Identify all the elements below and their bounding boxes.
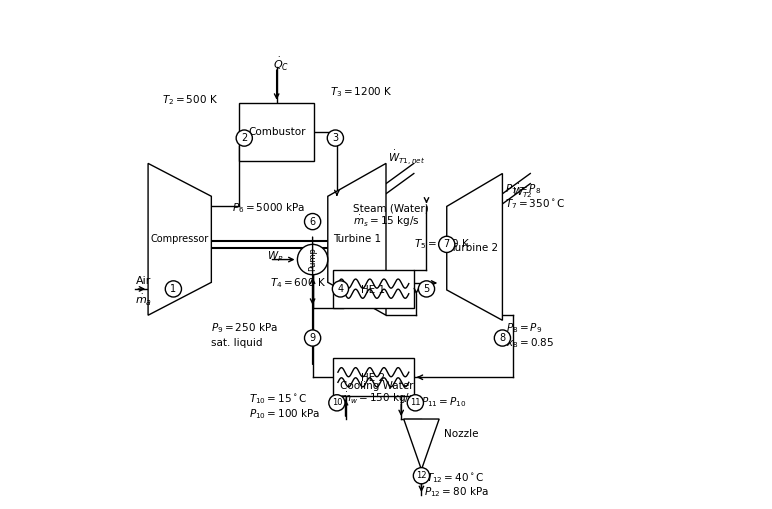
Circle shape [327, 130, 344, 146]
Circle shape [418, 281, 435, 297]
Text: $\dot{m}_w=150$ kg/s: $\dot{m}_w=150$ kg/s [340, 391, 416, 406]
Circle shape [236, 130, 252, 146]
Text: 5: 5 [423, 284, 430, 294]
Text: $\dot{W}_{T1,net}$: $\dot{W}_{T1,net}$ [388, 149, 425, 167]
Text: $T_4 = 600$ K: $T_4 = 600$ K [269, 276, 326, 290]
Text: $P_7 = P_8$: $P_7 = P_8$ [506, 182, 542, 195]
Text: Pump: Pump [308, 247, 317, 271]
Text: 4: 4 [337, 284, 344, 294]
Circle shape [332, 281, 348, 297]
Text: $\dot{m}_a$: $\dot{m}_a$ [135, 293, 153, 307]
Polygon shape [328, 163, 386, 315]
Text: 11: 11 [410, 399, 421, 407]
Text: $P_8 = P_9$: $P_8 = P_9$ [506, 321, 543, 335]
Text: 3: 3 [332, 133, 338, 143]
Text: $P_6 = 5000$ kPa: $P_6 = 5000$ kPa [232, 201, 305, 215]
Text: $\dot{m}_s=15$ kg/s: $\dot{m}_s=15$ kg/s [353, 214, 420, 229]
Circle shape [297, 244, 328, 275]
Circle shape [413, 468, 429, 484]
Circle shape [494, 330, 510, 346]
Text: 2: 2 [241, 133, 247, 143]
FancyBboxPatch shape [333, 358, 414, 396]
Polygon shape [148, 163, 212, 315]
Circle shape [165, 281, 181, 297]
Text: HE 2: HE 2 [361, 373, 385, 383]
Text: $T_{10}=15^\circ$C: $T_{10}=15^\circ$C [249, 392, 308, 406]
Text: $P_{11}=P_{10}$: $P_{11}=P_{10}$ [422, 395, 467, 409]
Text: $T_3 = 1200$ K: $T_3 = 1200$ K [330, 86, 393, 99]
FancyBboxPatch shape [239, 103, 314, 161]
Text: Turbine 1: Turbine 1 [333, 234, 381, 244]
Text: 12: 12 [416, 471, 427, 480]
Text: Compressor: Compressor [151, 234, 209, 244]
Text: sat. liquid: sat. liquid [212, 338, 262, 348]
Circle shape [304, 330, 320, 346]
Text: Steam (Water): Steam (Water) [353, 204, 428, 214]
Text: Combustor: Combustor [248, 127, 306, 137]
Circle shape [304, 213, 320, 230]
Text: 6: 6 [310, 217, 316, 227]
Polygon shape [404, 419, 439, 470]
Text: 8: 8 [499, 333, 506, 343]
Polygon shape [447, 174, 503, 320]
Text: $x_8 = 0.85$: $x_8 = 0.85$ [506, 336, 554, 350]
Text: 7: 7 [444, 239, 450, 249]
Text: 9: 9 [310, 333, 316, 343]
Text: $P_{12}=80$ kPa: $P_{12}=80$ kPa [424, 486, 489, 499]
Text: $T_{12}=40^\circ$C: $T_{12}=40^\circ$C [426, 471, 485, 485]
Text: Nozzle: Nozzle [444, 429, 479, 439]
Text: HE 1: HE 1 [361, 285, 385, 295]
Text: $\dot{W}_P$: $\dot{W}_P$ [267, 247, 284, 264]
Text: 10: 10 [332, 399, 342, 407]
Text: $T_2 = 500$ K: $T_2 = 500$ K [162, 93, 218, 107]
FancyBboxPatch shape [333, 270, 414, 307]
Text: $P_{10}=100$ kPa: $P_{10}=100$ kPa [249, 407, 320, 421]
Circle shape [408, 394, 424, 411]
Circle shape [438, 236, 455, 252]
Text: $P_9 = 250$ kPa: $P_9 = 250$ kPa [212, 321, 278, 335]
Circle shape [329, 394, 345, 411]
Text: $T_5 = 400$ K: $T_5 = 400$ K [414, 238, 470, 251]
Text: Turbine 2: Turbine 2 [451, 243, 499, 253]
Text: $\dot{W}_{T2}$: $\dot{W}_{T2}$ [512, 183, 532, 200]
Text: $\dot{Q}_C$: $\dot{Q}_C$ [273, 56, 290, 73]
Text: 1: 1 [171, 284, 177, 294]
Text: $T_7 = 350^\circ$C: $T_7 = 350^\circ$C [506, 197, 566, 211]
Text: Cooling Water: Cooling Water [340, 381, 414, 391]
Text: Air: Air [135, 276, 151, 286]
